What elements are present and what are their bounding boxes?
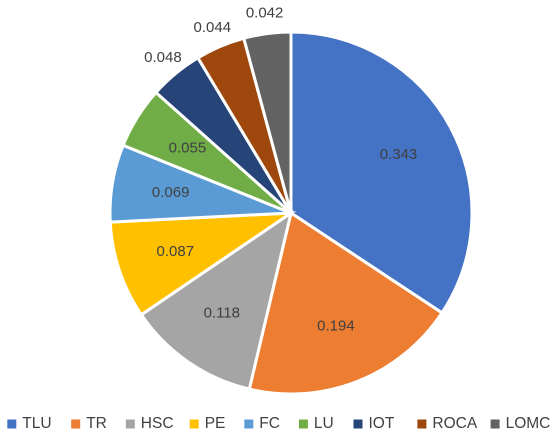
legend-label-fc: FC [259,415,280,432]
legend-swatch-lu [298,419,308,429]
legend-label-iot: IOT [369,415,395,432]
legend: TLU TR HSC PE FC LU IOT ROCA LOMC [7,415,550,432]
data-labels: 0.343 0.194 0.118 0.087 0.069 0.055 0.048 0.044… [144,5,417,335]
pie-slice-lomc [241,30,293,214]
data-label-fc: 0.069 [152,184,190,201]
data-label-roca: 0.044 [194,19,232,36]
legend-swatch-tr [71,419,81,429]
data-label-pe: 0.087 [157,243,195,260]
pie-slices [108,30,474,396]
legend-label-lu: LU [314,415,334,432]
pie-slice-tr [247,210,445,396]
data-label-tlu: 0.343 [380,146,418,163]
legend-swatch-lomc [490,419,500,429]
legend-label-hsc: HSC [141,415,174,432]
legend-label-tlu: TLU [22,415,51,432]
legend-label-roca: ROCA [432,415,477,432]
legend-swatch-hsc [125,419,135,429]
data-label-hsc: 0.118 [204,304,240,321]
legend-swatch-roca [417,419,427,429]
pie-slice-hsc [139,209,294,391]
data-label-lomc: 0.042 [246,5,284,22]
data-label-tr: 0.194 [317,317,355,334]
legend-label-tr: TR [86,415,107,432]
data-label-iot: 0.048 [144,49,182,66]
legend-swatch-tlu [7,419,17,429]
legend-swatch-pe [189,419,199,429]
data-label-lu: 0.055 [169,140,207,157]
legend-swatch-fc [244,419,254,429]
legend-label-pe: PE [205,415,226,432]
legend-swatch-iot [353,419,363,429]
pie-slice-pe [108,211,297,317]
legend-label-lomc: LOMC [506,415,550,432]
